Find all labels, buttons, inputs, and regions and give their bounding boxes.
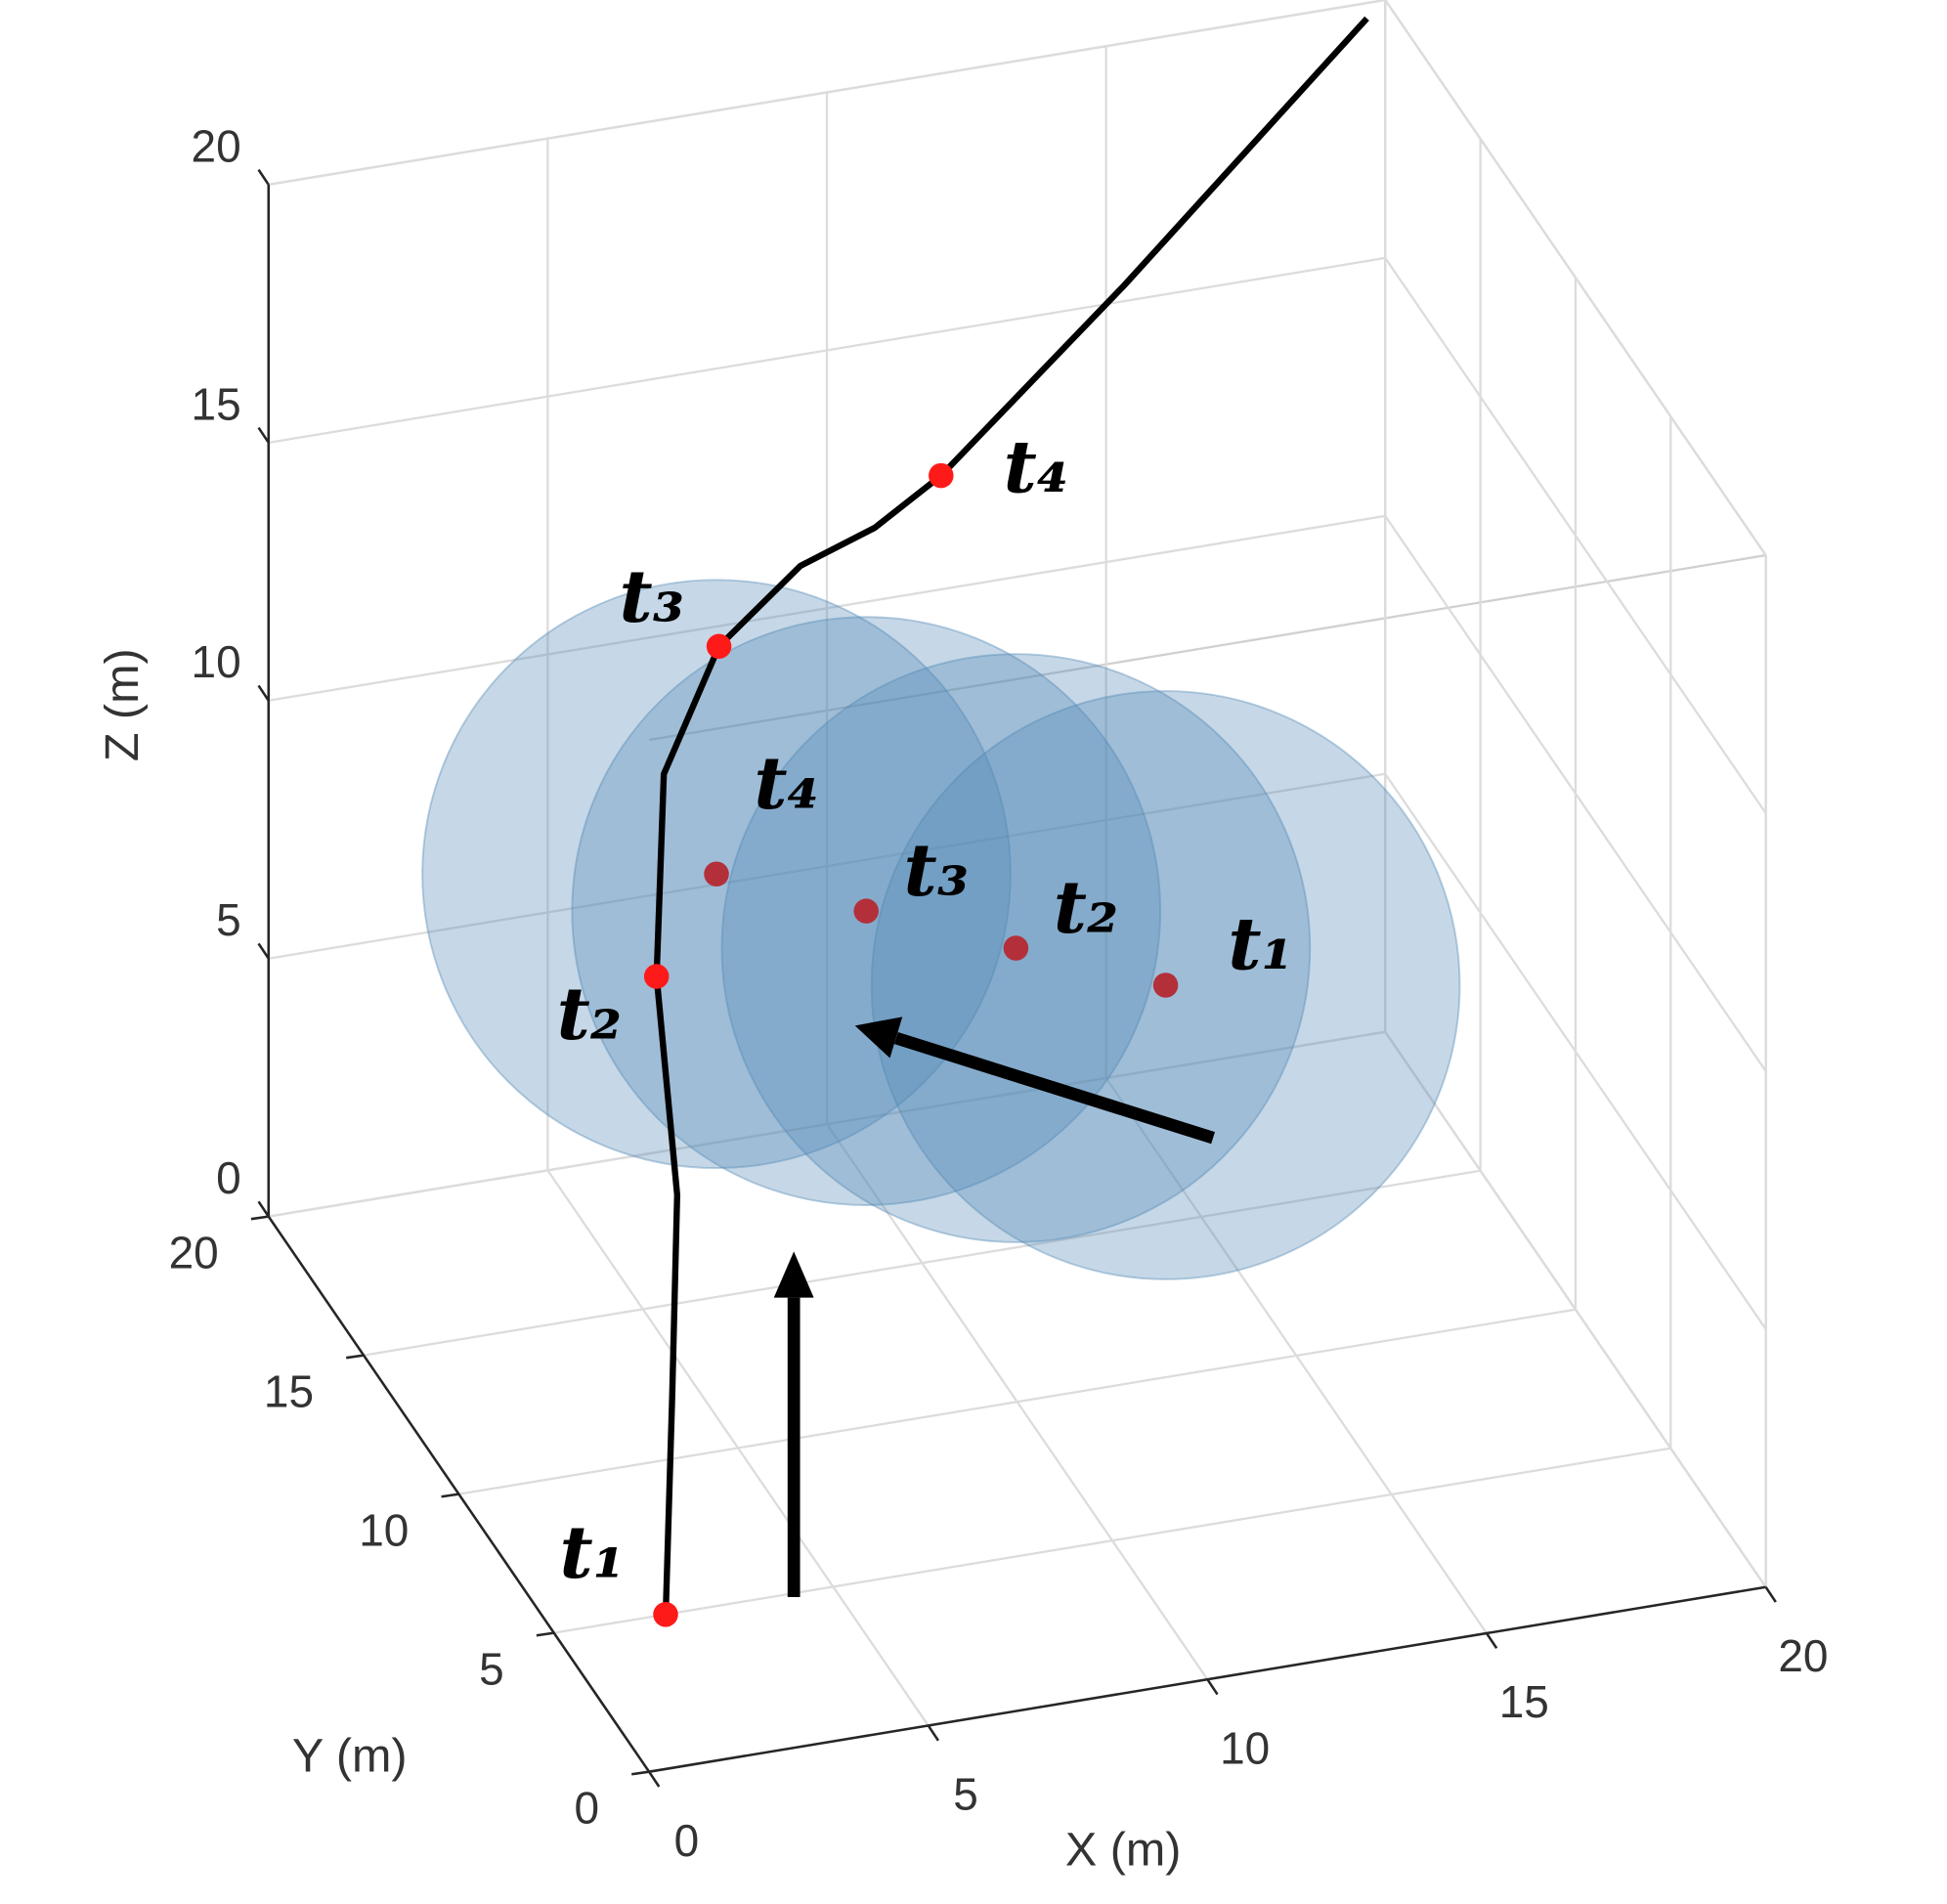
grid-line: [268, 256, 1386, 444]
x-tick-label: 0: [674, 1815, 700, 1866]
x-tick: [1485, 1632, 1498, 1650]
y-tick: [346, 1354, 365, 1360]
y-tick: [441, 1493, 459, 1498]
x-tick-label: 10: [1220, 1722, 1270, 1773]
y-tick-label: 20: [169, 1228, 219, 1278]
arrow-head: [854, 1017, 903, 1059]
obstacle-label: t₄: [754, 741, 819, 826]
grid-line: [1384, 773, 1767, 1330]
obstacle-center: [704, 861, 729, 887]
grid-line: [1384, 515, 1767, 1072]
box-edge: [648, 553, 1766, 742]
obstacle-label: t₃: [904, 828, 970, 913]
grid-line: [268, 0, 1386, 187]
z-tick-label: 0: [216, 1152, 241, 1203]
obstacle-arrow: [854, 1017, 1216, 1145]
y-axis-label: Y (m): [292, 1730, 408, 1783]
axes: 0 5 10 15 20 0 5 10 15 20 0 5 10 15 20: [169, 120, 1829, 1866]
waypoint: [706, 633, 732, 660]
x-tick: [648, 1770, 661, 1788]
grid-line: [1384, 257, 1767, 814]
waypoint: [929, 462, 954, 489]
obstacle-center: [853, 898, 879, 924]
grid-line: [363, 1169, 1481, 1357]
obstacle-center: [1003, 935, 1029, 961]
grid-line: [268, 1030, 1386, 1218]
y-tick-label: 15: [264, 1366, 314, 1417]
grid-line: [458, 1308, 1577, 1495]
z-tick-label: 10: [192, 636, 241, 687]
x-tick-label: 15: [1499, 1676, 1549, 1727]
grid-line: [553, 1447, 1671, 1634]
x-tick: [1206, 1678, 1219, 1696]
waypoint: [653, 1602, 678, 1627]
y-tick-label: 10: [359, 1505, 409, 1556]
motion-arrow: [773, 1251, 814, 1597]
arrow-head: [773, 1251, 814, 1298]
x-tick: [927, 1724, 939, 1742]
obstacle-label: t₁: [1228, 902, 1293, 987]
obstacle-label: t₂: [1054, 865, 1119, 950]
x-axis-label: X (m): [1065, 1823, 1182, 1876]
z-axis-label: Z (m): [96, 648, 149, 761]
marks: t₁ t₂ t₃ t₄ t₁ t₂ t₃ t₄: [421, 16, 1461, 1627]
z-tick: [257, 426, 270, 444]
obstacle-center: [1152, 973, 1179, 998]
grid-line: [1384, 1031, 1767, 1588]
grid-line: [1384, 0, 1767, 556]
y-tick: [631, 1770, 650, 1776]
arrow-shaft: [893, 1031, 1216, 1145]
x-tick-label: 20: [1778, 1630, 1828, 1681]
grid-line: [268, 514, 1386, 702]
z-tick: [257, 1200, 270, 1218]
waypoint: [643, 964, 670, 989]
waypoint-label: t₃: [619, 554, 684, 639]
z-tick: [257, 168, 270, 186]
z-tick: [257, 942, 270, 960]
x-axis: [648, 1585, 1766, 1773]
waypoint-label: t₂: [557, 972, 623, 1057]
x-tick: [1764, 1586, 1777, 1603]
z-tick-label: 15: [192, 378, 241, 429]
waypoint-label: t₁: [560, 1510, 626, 1595]
waypoint-label: t₄: [1004, 425, 1069, 510]
x-tick-label: 5: [953, 1769, 978, 1820]
y-tick-label: 5: [479, 1644, 504, 1695]
y-tick: [536, 1631, 554, 1637]
y-tick: [250, 1215, 269, 1221]
z-tick: [257, 684, 270, 702]
y-tick-label: 0: [574, 1783, 599, 1834]
grid-line: [268, 772, 1386, 960]
z-tick-label: 20: [192, 120, 241, 171]
z-tick-label: 5: [216, 894, 241, 945]
